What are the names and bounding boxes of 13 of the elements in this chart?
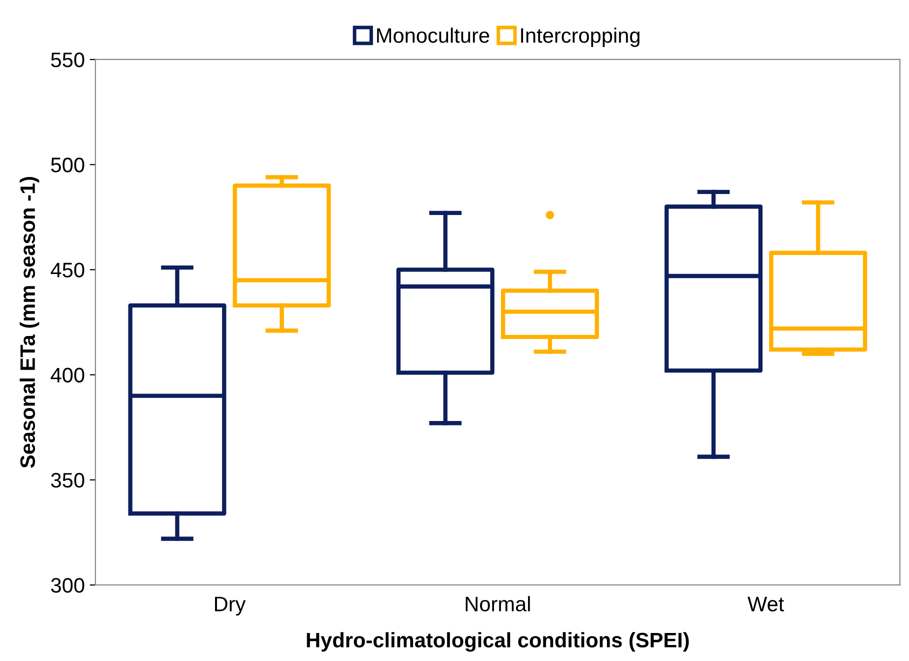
x-tick-label: Normal (466, 596, 530, 612)
legend-label: Monoculture (377, 28, 490, 43)
x-axis-title: Hydro-climatological conditions (SPEI) (306, 632, 689, 652)
y-tick-label: 450 (50, 262, 84, 278)
y-tick-label: 350 (51, 472, 84, 488)
x-tick-label: Wet (748, 596, 784, 612)
y-tick-label: 500 (51, 158, 84, 172)
y-tick-label: 300 (51, 578, 84, 593)
y-axis-title: Seasonal ETa (mm season -1) (20, 176, 40, 468)
legend-label: Intercropping (521, 28, 640, 47)
y-tick-label: 400 (50, 368, 84, 383)
y-tick-label: 550 (51, 52, 84, 68)
x-tick-label: Dry (215, 596, 246, 616)
